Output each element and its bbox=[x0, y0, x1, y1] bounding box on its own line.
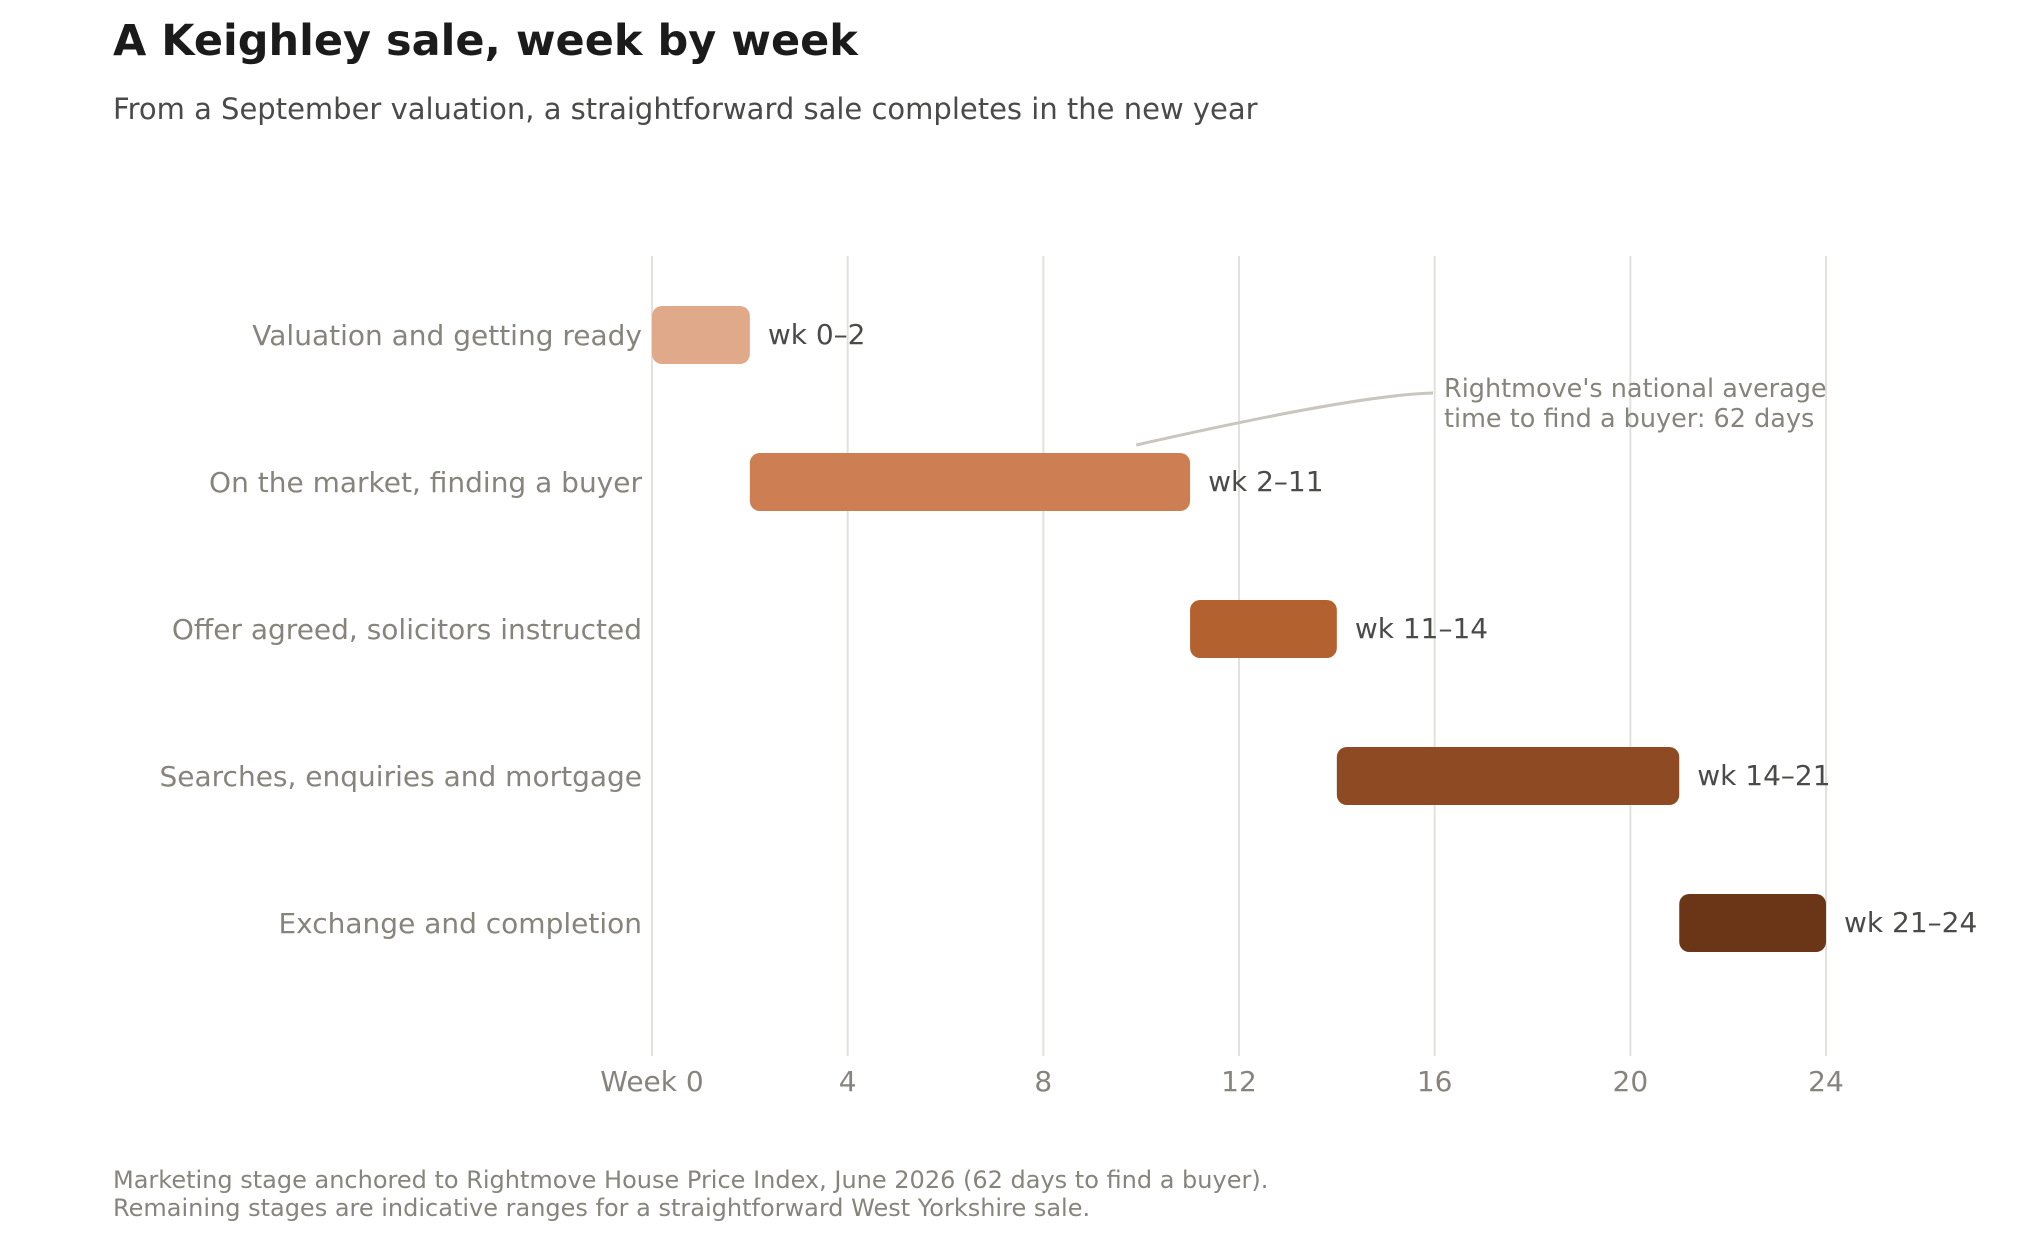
label-layer: Week 0 4 8 12 16 20 24 Valuation and getting re… bbox=[160, 318, 1978, 1098]
x-tick-label-2: 8 bbox=[1034, 1065, 1052, 1098]
category-label-3: Searches, enquiries and mortgage bbox=[160, 760, 643, 793]
x-tick-label-3: 12 bbox=[1221, 1065, 1257, 1098]
annotation-connector bbox=[1135, 391, 1434, 447]
bar-label-4: wk 21–24 bbox=[1844, 906, 1977, 939]
x-tick-label-1: 4 bbox=[839, 1065, 857, 1098]
x-tick-label-5: 20 bbox=[1613, 1065, 1649, 1098]
bar-layer bbox=[652, 306, 1826, 952]
bar-2 bbox=[1190, 600, 1337, 658]
x-tick-label-4: 16 bbox=[1417, 1065, 1453, 1098]
category-label-2: Offer agreed, solicitors instructed bbox=[172, 613, 642, 646]
category-label-4: Exchange and completion bbox=[278, 907, 642, 940]
bar-0 bbox=[652, 306, 750, 364]
bar-label-0: wk 0–2 bbox=[768, 318, 866, 351]
chart-subtitle: From a September valuation, a straightfo… bbox=[113, 92, 1258, 126]
category-label-1: On the market, finding a buyer bbox=[209, 466, 642, 499]
annotation-text-line-2: time to find a buyer: 62 days bbox=[1444, 404, 1814, 434]
footnote-line-2: Remaining stages are indicative ranges f… bbox=[113, 1194, 1091, 1222]
bar-4 bbox=[1679, 894, 1826, 952]
category-label-0: Valuation and getting ready bbox=[252, 319, 642, 352]
x-tick-label-6: 24 bbox=[1808, 1065, 1844, 1098]
x-tick-label-0: Week 0 bbox=[600, 1065, 703, 1098]
footnote-line-1: Marketing stage anchored to Rightmove Ho… bbox=[113, 1166, 1269, 1194]
chart-title: A Keighley sale, week by week bbox=[113, 16, 858, 66]
bar-1 bbox=[749, 453, 1191, 511]
bar-label-3: wk 14–21 bbox=[1697, 759, 1830, 792]
bar-3 bbox=[1336, 747, 1680, 805]
annotation-text-line-1: Rightmove's national average bbox=[1444, 374, 1827, 404]
bar-label-1: wk 2–11 bbox=[1208, 465, 1323, 498]
bar-label-2: wk 11–14 bbox=[1355, 612, 1488, 645]
